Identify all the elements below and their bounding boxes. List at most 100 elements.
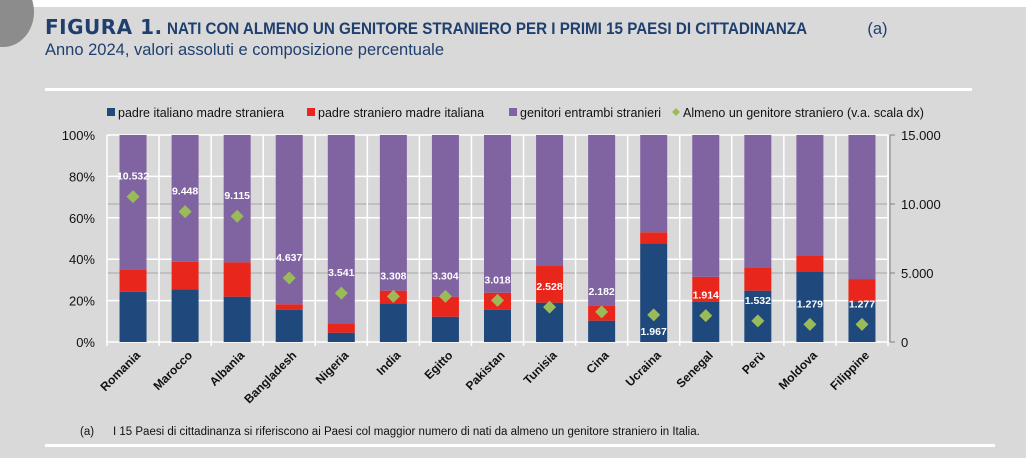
bar-segment-entrambi-stranieri [484,135,511,293]
bar-segment-entrambi-stranieri [796,135,824,256]
legend-diamond [672,108,680,116]
marker-diamond [803,317,817,331]
bar-segment-padre-italiano [119,291,147,342]
x-tick-label: Senegal [673,348,715,390]
marker-diamond [491,293,504,307]
marker-diamond [699,309,713,323]
bar-segment-padre-straniero [536,266,564,303]
figure-title: FIGURA 1. NATI CON ALMENO UN GENITORE ST… [45,15,888,39]
bar-segment-padre-italiano [275,309,303,342]
x-tick-label: Moldova [776,348,821,393]
bar-segment-entrambi-stranieri [536,135,564,267]
x-tick-label: Egitto [422,348,456,382]
data-label: 3.541 [328,267,354,279]
x-tick-label: Nigeria [313,348,352,387]
footnote: (a) I 15 Paesi di cittadinanza si riferis… [80,426,700,438]
marker-diamond [595,305,609,319]
y-left-tick-label: 60% [69,211,95,226]
footnote-tag: (a) [80,426,95,438]
marker-diamond [855,317,869,331]
x-tick-label: Romania [97,348,143,394]
bar-segment-entrambi-stranieri [171,135,199,262]
x-tick-label: Tunisia [521,348,560,387]
data-label: 1.277 [849,298,875,310]
marker-diamond [543,300,557,314]
bar-segment-padre-straniero [640,232,668,244]
x-tick-label: India [374,348,404,378]
bar-segment-padre-straniero [692,276,720,302]
figure-subtitle: Anno 2024, valori assoluti e composizion… [45,41,444,59]
bar-segment-padre-straniero [431,296,459,317]
bar-segment-entrambi-stranieri [588,135,616,306]
y-right-tick-label: 0 [901,335,908,350]
bar-segment-entrambi-stranieri [379,135,407,291]
data-label: 1.279 [797,298,823,310]
bar-segment-entrambi-stranieri [640,135,668,233]
y-right-tick-label: 15.000 [901,128,941,143]
marker-diamond [647,308,661,322]
marker-diamond [178,205,192,219]
bars [119,135,876,342]
data-label: 2.182 [588,286,614,298]
x-tick-label: Ucraina [623,348,664,389]
bar-segment-padre-straniero [223,262,251,297]
x-tick-label: Filippine [827,348,872,393]
bar-segment-padre-straniero [796,255,824,272]
data-label: 3.308 [380,270,406,282]
data-label: 3.018 [484,274,510,286]
x-tick-label: Bangladesh [241,348,299,406]
legend-label: padre italiano madre straniera [118,106,284,120]
y-left-tick-label: 80% [69,169,95,184]
bar-segment-entrambi-stranieri [692,135,720,277]
data-label: 3.304 [432,270,458,282]
marker-diamond [751,314,765,328]
marker-diamond [386,289,400,303]
x-tick-label: Pakistan [463,348,508,393]
bar-segment-entrambi-stranieri [431,135,459,297]
legend-label: genitori entrambi stranieri [520,106,661,120]
title-text: NATI CON ALMENO UN GENITORE STRANIERO PE… [167,20,808,38]
bar-segment-entrambi-stranieri [744,135,772,268]
marker-diamond [230,209,244,223]
legend-label: Almeno un genitore straniero (v.a. scala… [683,106,924,120]
legend-swatch [107,108,115,116]
y-left-tick-label: 100% [62,128,96,143]
bar-segment-padre-italiano [171,289,199,342]
footer-separator [45,444,995,447]
data-label: 1.914 [693,290,719,302]
bar-segment-padre-straniero [327,323,355,333]
marker-diamond [334,286,348,300]
data-label: 1.532 [745,295,771,307]
data-label: 9.448 [172,186,198,198]
bar-segment-entrambi-stranieri [223,135,251,263]
legend-swatch [509,108,517,116]
bar-segment-padre-straniero [119,269,147,292]
y-left-tick-label: 0% [76,335,95,350]
y-left-tick-label: 20% [69,294,95,309]
header-separator [45,88,972,91]
y-right-tick-label: 10.000 [901,197,941,212]
figure-label: FIGURA 1. [45,15,163,39]
marker-diamond [282,271,296,285]
data-label: 4.637 [276,252,302,264]
data-label: 9.115 [224,190,250,202]
data-label: 10.532 [117,171,149,183]
y-left-tick-label: 40% [69,252,95,267]
bar-segment-padre-straniero [275,304,303,310]
marker-diamond [126,190,140,204]
bar-segment-padre-italiano [223,296,251,342]
x-tick-label: Perù [739,348,768,377]
legend-label: padre straniero madre italiana [318,106,484,120]
bar-segment-entrambi-stranieri [848,135,876,280]
bar-segment-padre-italiano [379,303,407,342]
bar-segment-padre-straniero [171,261,199,290]
bar-segment-padre-italiano [588,320,616,342]
bar-segment-padre-italiano [431,316,459,342]
marker-diamond [438,289,452,303]
bar-segment-padre-italiano [327,332,355,342]
bar-segment-padre-italiano [640,243,668,342]
y-right-tick-label: 5.000 [901,266,934,281]
footnote-text: I 15 Paesi di cittadinanza si riferiscon… [113,426,700,438]
markers: 10.532 9.448 9.115 4.637 3.541 3.308 3.304 3.01… [117,171,875,338]
